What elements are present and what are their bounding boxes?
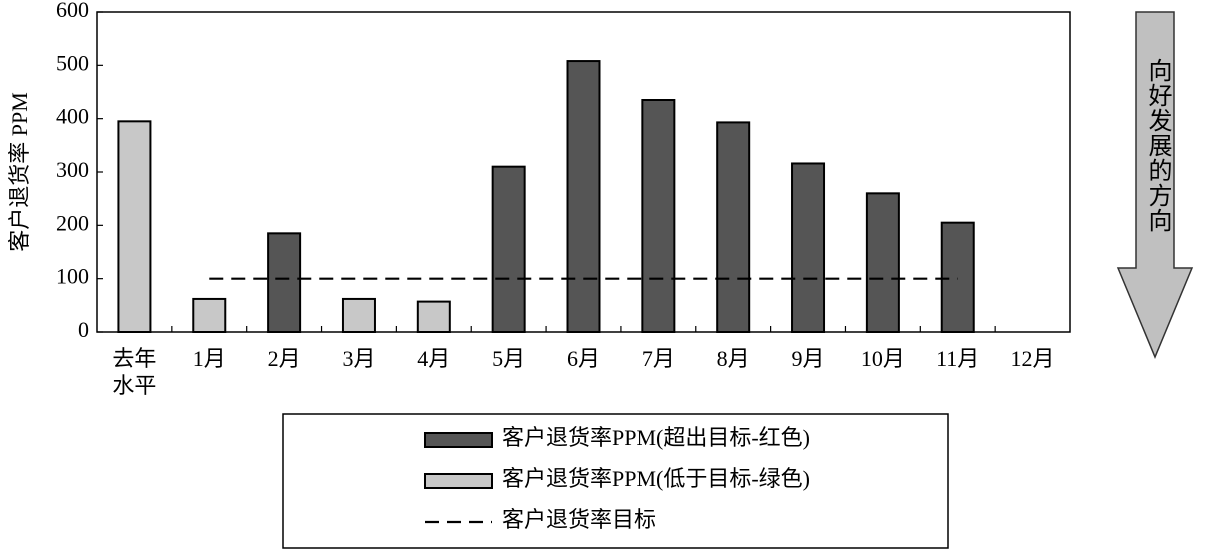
bar	[940, 221, 975, 334]
y-tick-label: 600	[56, 0, 89, 22]
y-tick-label: 400	[56, 104, 89, 129]
bar	[267, 232, 302, 333]
bar	[416, 300, 451, 334]
legend-label: 客户退货率PPM(超出目标-红色)	[502, 425, 810, 450]
x-tick-label: 5月	[492, 346, 526, 371]
legend-label: 客户退货率PPM(低于目标-绿色)	[502, 466, 810, 491]
legend-box	[282, 413, 949, 549]
direction-arrow	[1116, 11, 1194, 359]
bar	[716, 121, 751, 334]
y-tick-label: 100	[56, 264, 89, 289]
y-tick-label: 300	[56, 157, 89, 182]
bar	[641, 99, 676, 333]
bar	[192, 297, 227, 333]
x-tick-label: 11月	[936, 346, 980, 371]
x-tick-label: 3月	[342, 346, 376, 371]
plot-frame	[96, 11, 1071, 333]
y-tick-label: 200	[56, 210, 89, 235]
bar	[791, 162, 826, 333]
y-tick-label: 0	[78, 317, 89, 342]
annotation: 向好发展的方向	[1144, 58, 1170, 233]
bar	[341, 297, 376, 333]
bar	[491, 165, 526, 333]
legend-label: 客户退货率目标	[502, 507, 656, 532]
y-axis-label: 客户退货率 PPM	[7, 92, 32, 252]
x-tick-label: 12月	[1010, 346, 1055, 371]
bar	[566, 60, 601, 333]
x-tick-label: 去年 水平	[112, 346, 157, 398]
x-tick-label: 4月	[417, 346, 451, 371]
x-tick-label: 2月	[267, 346, 301, 371]
x-tick-label: 8月	[716, 346, 750, 371]
x-tick-label: 6月	[566, 346, 600, 371]
bar	[865, 192, 900, 333]
x-tick-label: 7月	[641, 346, 675, 371]
x-tick-label: 10月	[860, 346, 905, 371]
x-tick-label: 9月	[791, 346, 825, 371]
legend-swatch	[424, 432, 493, 448]
y-tick-label: 500	[56, 50, 89, 75]
x-tick-label: 1月	[192, 346, 226, 371]
legend-swatch	[424, 473, 493, 489]
bar	[117, 120, 152, 334]
